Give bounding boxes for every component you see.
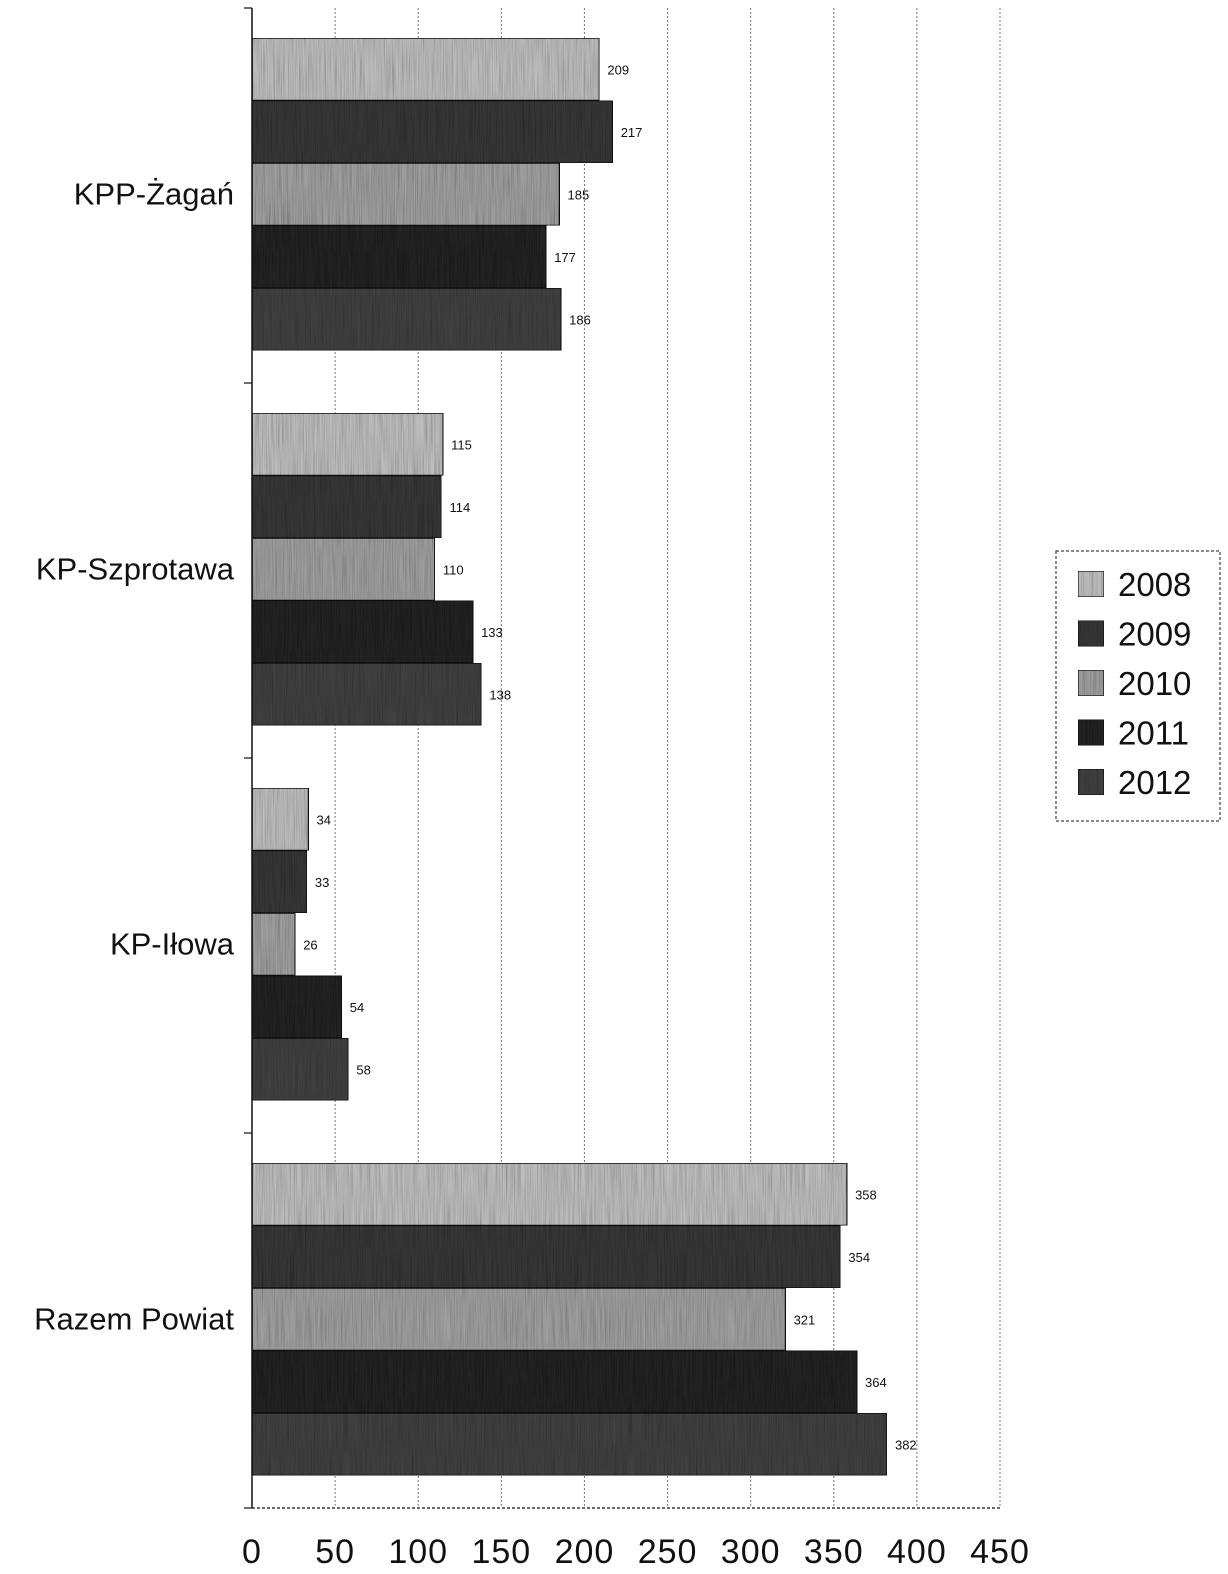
bar: [251, 99, 614, 164]
data-label: 177: [554, 250, 576, 265]
data-label: 54: [350, 1000, 364, 1015]
legend: 2008 2009 2010 2011 2012: [1055, 550, 1221, 822]
legend-swatch: [1077, 619, 1105, 648]
data-label: 26: [303, 937, 317, 952]
bar: [251, 787, 310, 852]
bar: [251, 1162, 848, 1227]
bar: [251, 912, 296, 977]
bar: [251, 162, 561, 227]
category-label: Razem Powiat: [34, 1301, 234, 1336]
x-tick-label: 200: [555, 1533, 615, 1571]
data-label: 209: [607, 62, 629, 77]
bar: [251, 412, 444, 477]
x-tick-label: 0: [242, 1533, 262, 1571]
legend-entry: 2011: [1118, 715, 1189, 752]
data-label: 114: [449, 500, 470, 515]
data-label: 354: [848, 1250, 870, 1265]
data-label: 382: [895, 1437, 917, 1452]
bar: [251, 474, 443, 539]
x-tick-label: 100: [388, 1533, 448, 1571]
bar: [251, 1037, 350, 1102]
data-label: 321: [794, 1312, 816, 1327]
data-label: 33: [315, 875, 329, 890]
bar: [251, 537, 436, 602]
bar: [251, 1224, 842, 1289]
legend-swatch: [1077, 718, 1105, 747]
data-label: 58: [356, 1062, 370, 1077]
bar: [251, 37, 601, 102]
x-tick-label: 150: [471, 1533, 531, 1571]
legend-swatch: [1077, 669, 1105, 697]
labels: 0 50 100 150 200 250 300 350 400 450 209 217 185 177 1…: [34, 62, 1030, 1571]
bar: [251, 1349, 858, 1414]
category-label: KPP-Żagań: [74, 176, 234, 211]
data-label: 186: [569, 312, 591, 327]
bar: [251, 224, 547, 289]
x-tick-label: 50: [315, 1533, 355, 1571]
legend-entry: 2010: [1118, 665, 1191, 702]
bar: [251, 599, 474, 664]
x-tick-label: 450: [970, 1533, 1030, 1571]
bars: [251, 37, 888, 1477]
data-label: 133: [481, 625, 503, 640]
legend-entry: 2008: [1118, 566, 1191, 603]
x-tick-label: 250: [638, 1533, 698, 1571]
data-label: 217: [621, 125, 643, 140]
category-label: KP-Iłowa: [110, 926, 235, 961]
legend-swatch: [1077, 768, 1105, 796]
data-label: 364: [865, 1375, 887, 1390]
bar: [251, 287, 562, 352]
x-tick-label: 350: [804, 1533, 864, 1571]
data-label: 115: [451, 437, 472, 452]
data-label: 138: [489, 687, 511, 702]
axes: [244, 7, 1000, 1509]
data-label: 358: [855, 1187, 877, 1202]
bar: [251, 974, 343, 1039]
legend-swatch: [1077, 570, 1105, 598]
legend-entry: 2009: [1118, 616, 1191, 653]
bar: [251, 849, 308, 914]
legend-entry: 2012: [1118, 764, 1191, 801]
x-tick-label: 300: [721, 1533, 781, 1571]
bar: [251, 1412, 888, 1477]
bar: [251, 662, 483, 727]
x-tick-label: 400: [887, 1533, 947, 1571]
bar: [251, 1287, 787, 1352]
data-label: 185: [568, 187, 590, 202]
data-label: 110: [443, 562, 464, 577]
category-label: KP-Szprotawa: [36, 551, 235, 586]
data-label: 34: [317, 812, 331, 827]
